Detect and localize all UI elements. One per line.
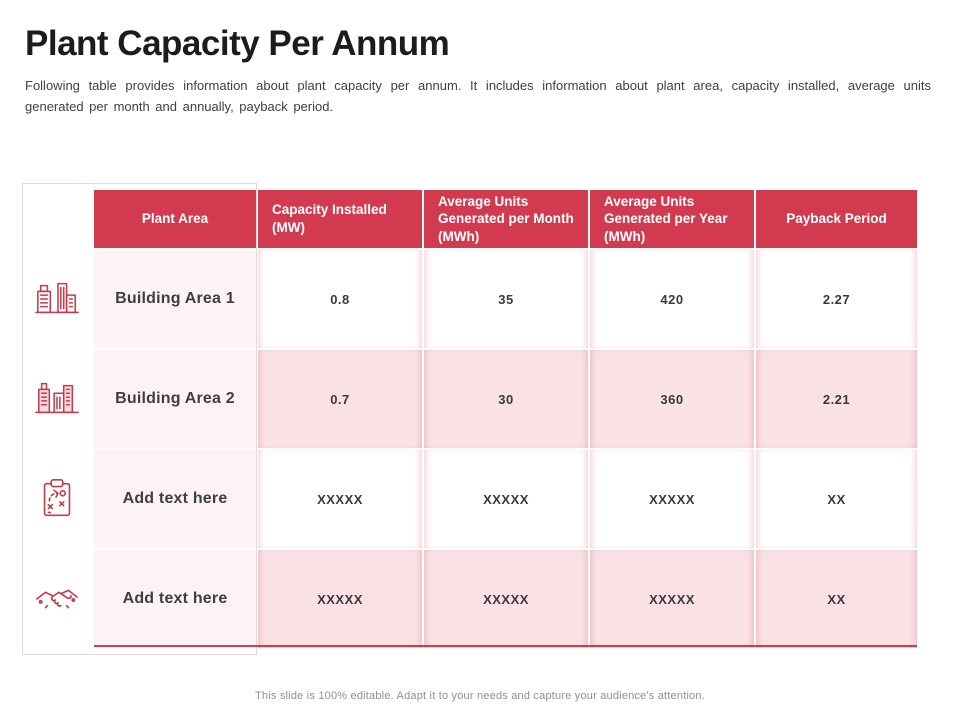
payback-cell: 2.27 [756, 250, 917, 348]
payback-cell: XX [756, 550, 917, 648]
table-row-icon-cell [22, 550, 92, 648]
column-header-payback-period: Payback Period [756, 190, 917, 248]
handshake-icon [36, 589, 78, 609]
plant-area-cell: Building Area 2 [94, 350, 256, 448]
column-header-avg-units-year: Average Units Generated per Year (MWh) [590, 190, 754, 248]
units-month-cell: 35 [424, 250, 588, 348]
payback-cell: 2.21 [756, 350, 917, 448]
capacity-cell: XXXXX [258, 550, 422, 648]
table-row-icon-cell [22, 450, 92, 548]
table-row-icon-cell [22, 350, 92, 448]
table-row-icon-cell [22, 250, 92, 348]
units-month-cell: XXXXX [424, 450, 588, 548]
table-grid: Plant Area Capacity Installed (MW) Avera… [22, 190, 917, 648]
table-bottom-accent-rule [94, 645, 917, 647]
city-buildings-icon [35, 282, 79, 314]
column-header-avg-units-month: Average Units Generated per Month (MWh) [424, 190, 588, 248]
plant-area-cell: Building Area 1 [94, 250, 256, 348]
city-buildings-alt-icon [35, 382, 79, 414]
units-year-cell: 360 [590, 350, 754, 448]
payback-cell: XX [756, 450, 917, 548]
units-year-cell: XXXXX [590, 550, 754, 648]
column-header-plant-area: Plant Area [94, 190, 256, 248]
units-month-cell: XXXXX [424, 550, 588, 648]
units-month-cell: 30 [424, 350, 588, 448]
capacity-cell: XXXXX [258, 450, 422, 548]
capacity-table: Plant Area Capacity Installed (MW) Avera… [22, 183, 917, 655]
column-header-capacity-installed: Capacity Installed (MW) [258, 190, 422, 248]
page-title: Plant Capacity Per Annum [25, 24, 450, 63]
units-year-cell: 420 [590, 250, 754, 348]
footer-note: This slide is 100% editable. Adapt it to… [255, 690, 705, 702]
header-icon-spacer [22, 190, 92, 248]
plant-area-cell: Add text here [94, 450, 256, 548]
plant-area-cell: Add text here [94, 550, 256, 648]
capacity-cell: 0.8 [258, 250, 422, 348]
slide-description: Following table provides information abo… [25, 78, 931, 114]
units-year-cell: XXXXX [590, 450, 754, 548]
capacity-cell: 0.7 [258, 350, 422, 448]
strategy-clipboard-icon [43, 479, 71, 517]
